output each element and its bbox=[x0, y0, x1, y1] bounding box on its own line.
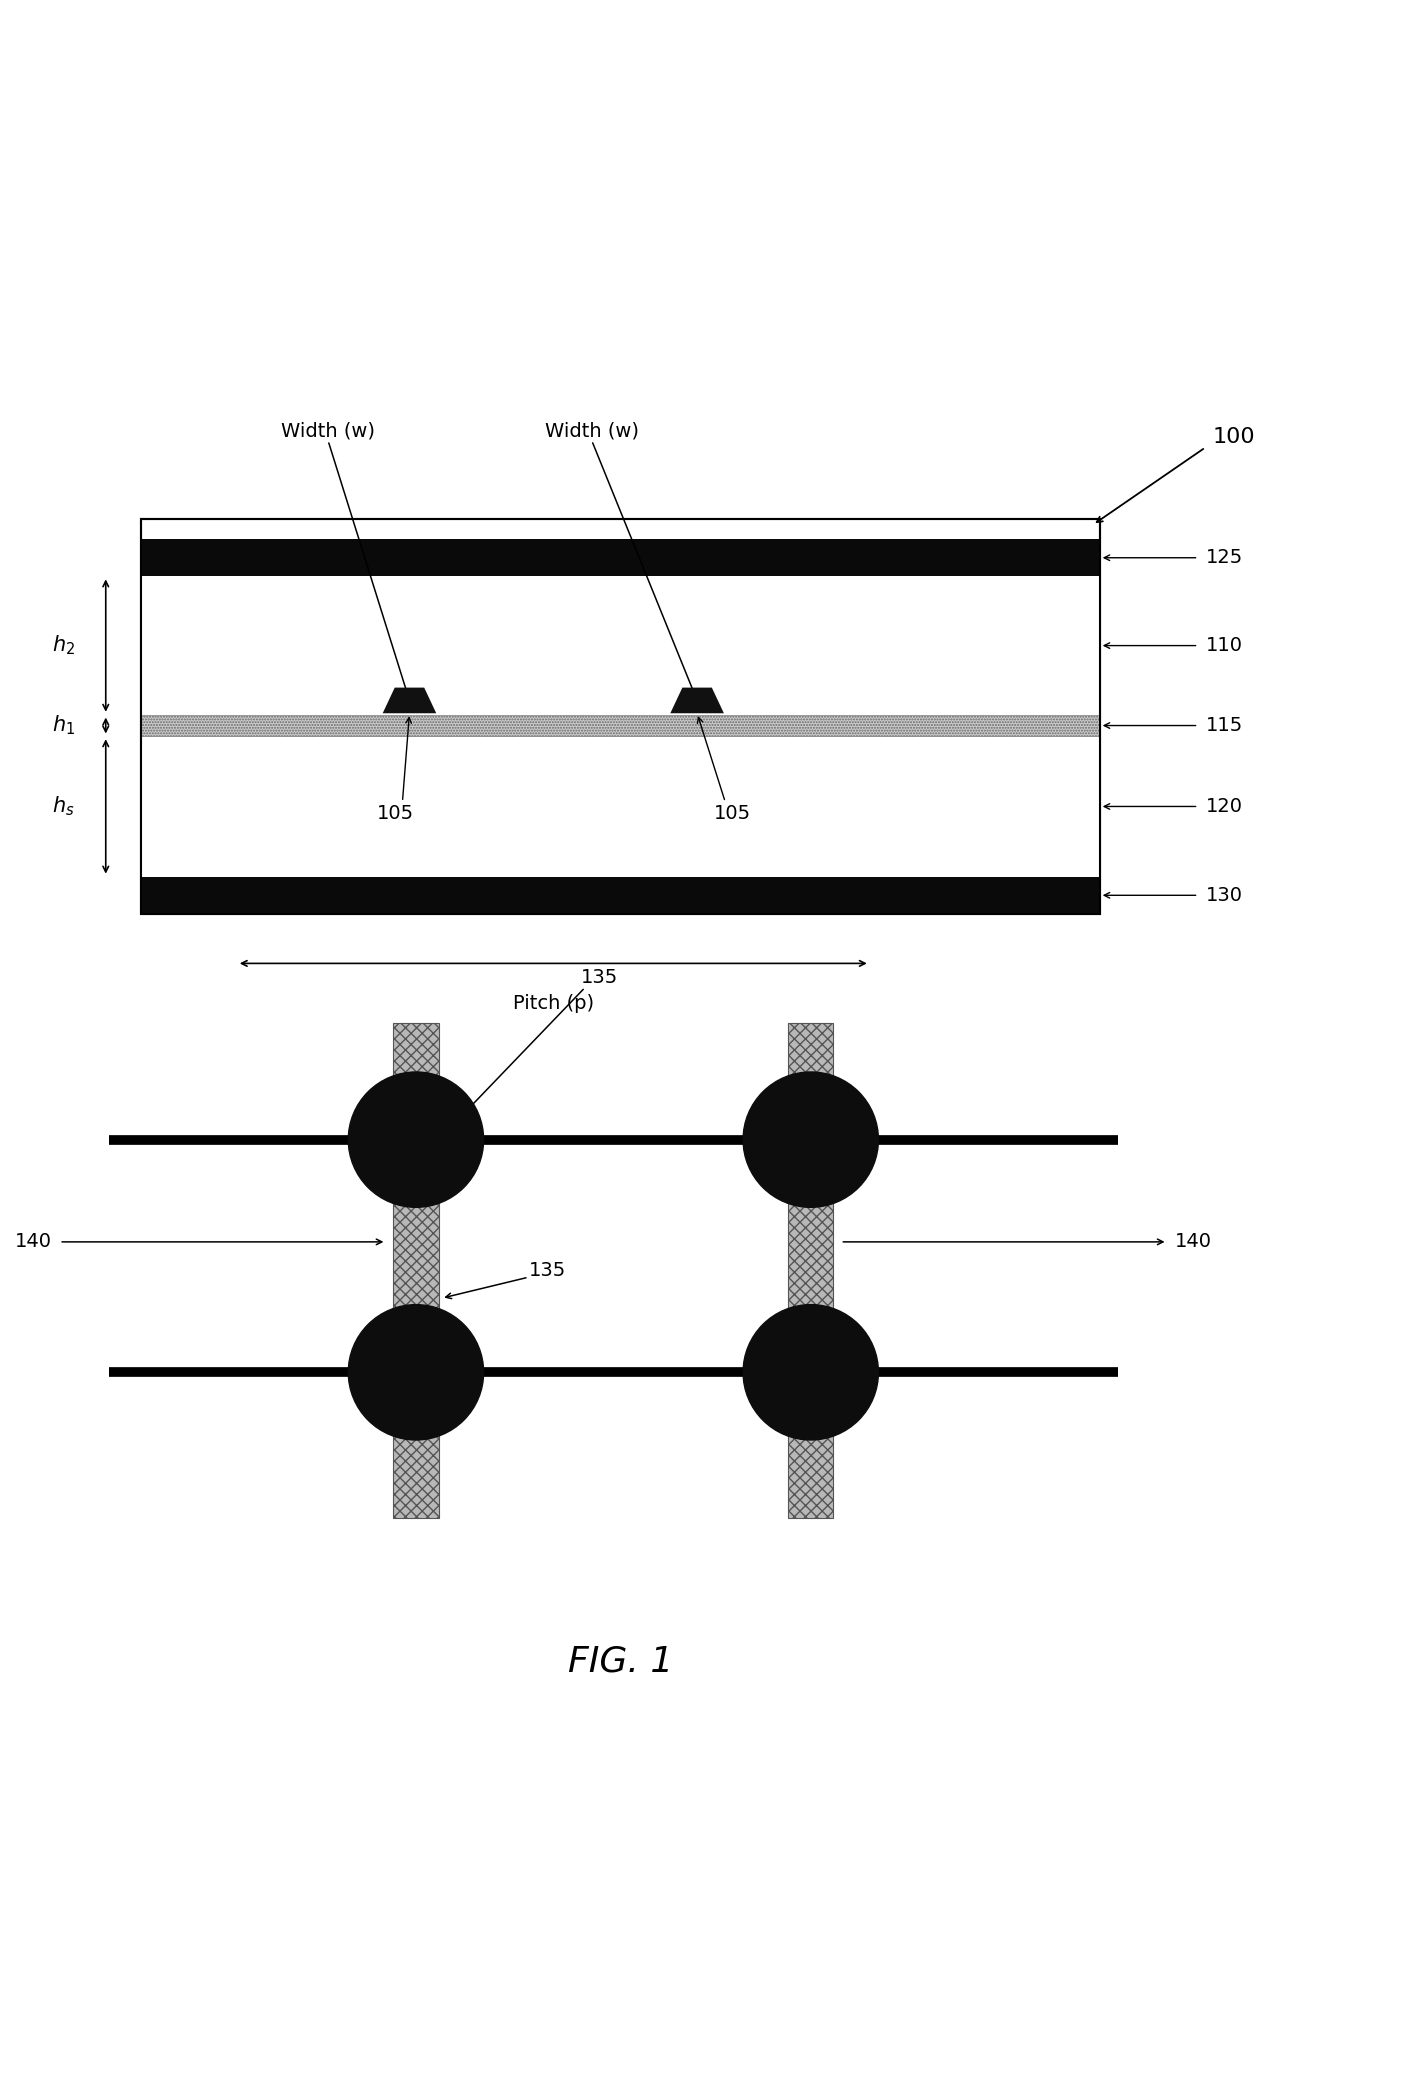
Bar bbox=[141, 736, 1100, 876]
Circle shape bbox=[743, 1071, 878, 1207]
Text: 130: 130 bbox=[1206, 887, 1242, 905]
Bar bbox=[141, 576, 1100, 715]
Bar bbox=[141, 520, 1100, 914]
Circle shape bbox=[348, 1304, 484, 1440]
Bar bbox=[141, 876, 1100, 914]
Polygon shape bbox=[382, 687, 436, 713]
Text: 105: 105 bbox=[713, 805, 752, 824]
Circle shape bbox=[743, 1304, 878, 1440]
Text: 120: 120 bbox=[1206, 796, 1242, 815]
Bar bbox=[141, 539, 1100, 576]
Text: 140: 140 bbox=[16, 1232, 52, 1251]
Text: FIG. 1: FIG. 1 bbox=[568, 1645, 673, 1679]
Text: $h_1$: $h_1$ bbox=[52, 715, 75, 738]
Text: Width (w): Width (w) bbox=[544, 421, 639, 440]
Text: Pitch (p): Pitch (p) bbox=[513, 994, 594, 1014]
Text: 125: 125 bbox=[1206, 549, 1242, 568]
Text: Width (w): Width (w) bbox=[281, 421, 375, 440]
Bar bbox=[788, 1023, 833, 1518]
Bar bbox=[141, 520, 1100, 914]
Circle shape bbox=[348, 1071, 484, 1207]
Text: 105: 105 bbox=[376, 805, 415, 824]
Bar bbox=[141, 715, 1100, 736]
Polygon shape bbox=[670, 687, 723, 713]
Text: 135: 135 bbox=[529, 1260, 565, 1279]
Bar bbox=[393, 1023, 439, 1518]
Text: 140: 140 bbox=[1175, 1232, 1211, 1251]
Text: 115: 115 bbox=[1206, 717, 1242, 736]
Text: 135: 135 bbox=[581, 968, 618, 987]
Text: 110: 110 bbox=[1206, 635, 1242, 656]
Text: $h_2$: $h_2$ bbox=[52, 633, 75, 658]
Text: $h_s$: $h_s$ bbox=[52, 794, 75, 817]
Text: 100: 100 bbox=[1213, 428, 1255, 446]
